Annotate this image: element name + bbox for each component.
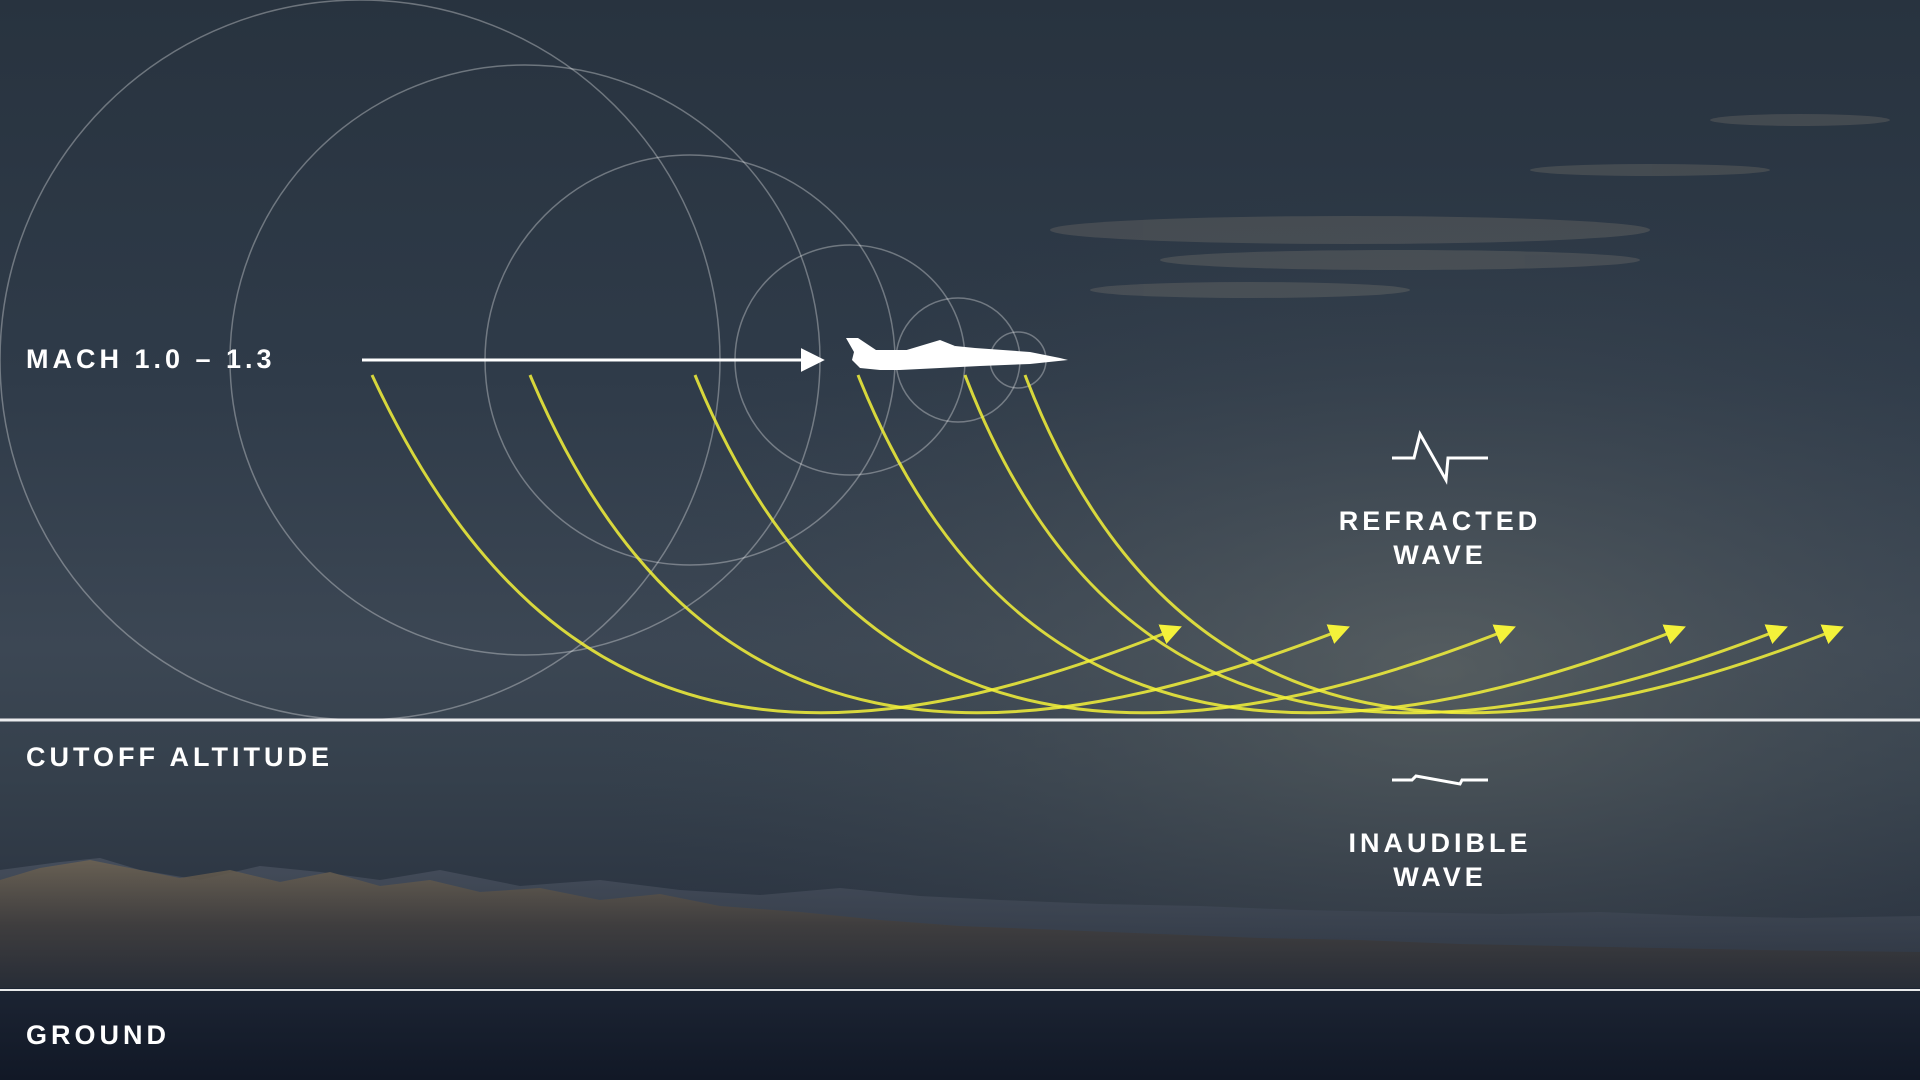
cutoff-altitude-label: CUTOFF ALTITUDE: [26, 742, 333, 772]
inaudible-wave-label: INAUDIBLE WAVE: [1310, 826, 1570, 894]
speed-label: MACH 1.0 – 1.3: [26, 344, 276, 374]
ground-label: GROUND: [26, 1020, 170, 1050]
inaudible-wave-label-line2: WAVE: [1393, 862, 1487, 892]
refracted-wave-paths: [370, 374, 1844, 715]
wave-path-3: [693, 374, 1516, 715]
wave-path-5: [963, 374, 1788, 715]
refracted-wave-label: REFRACTED WAVE: [1310, 504, 1570, 572]
refracted-wave-label-line1: REFRACTED: [1338, 506, 1542, 536]
inaudible-wave-label-line1: INAUDIBLE: [1348, 828, 1532, 858]
inaudible-wave-icon: [1392, 774, 1488, 786]
wave-path-2: [528, 374, 1350, 715]
wave-path-6: [1023, 374, 1844, 715]
refracted-wave-icon: [1392, 429, 1488, 485]
aircraft-silhouette-icon: [846, 338, 1068, 370]
wave-path-4: [856, 374, 1686, 715]
wave-path-1: [370, 374, 1182, 715]
refracted-wave-label-line2: WAVE: [1393, 540, 1487, 570]
